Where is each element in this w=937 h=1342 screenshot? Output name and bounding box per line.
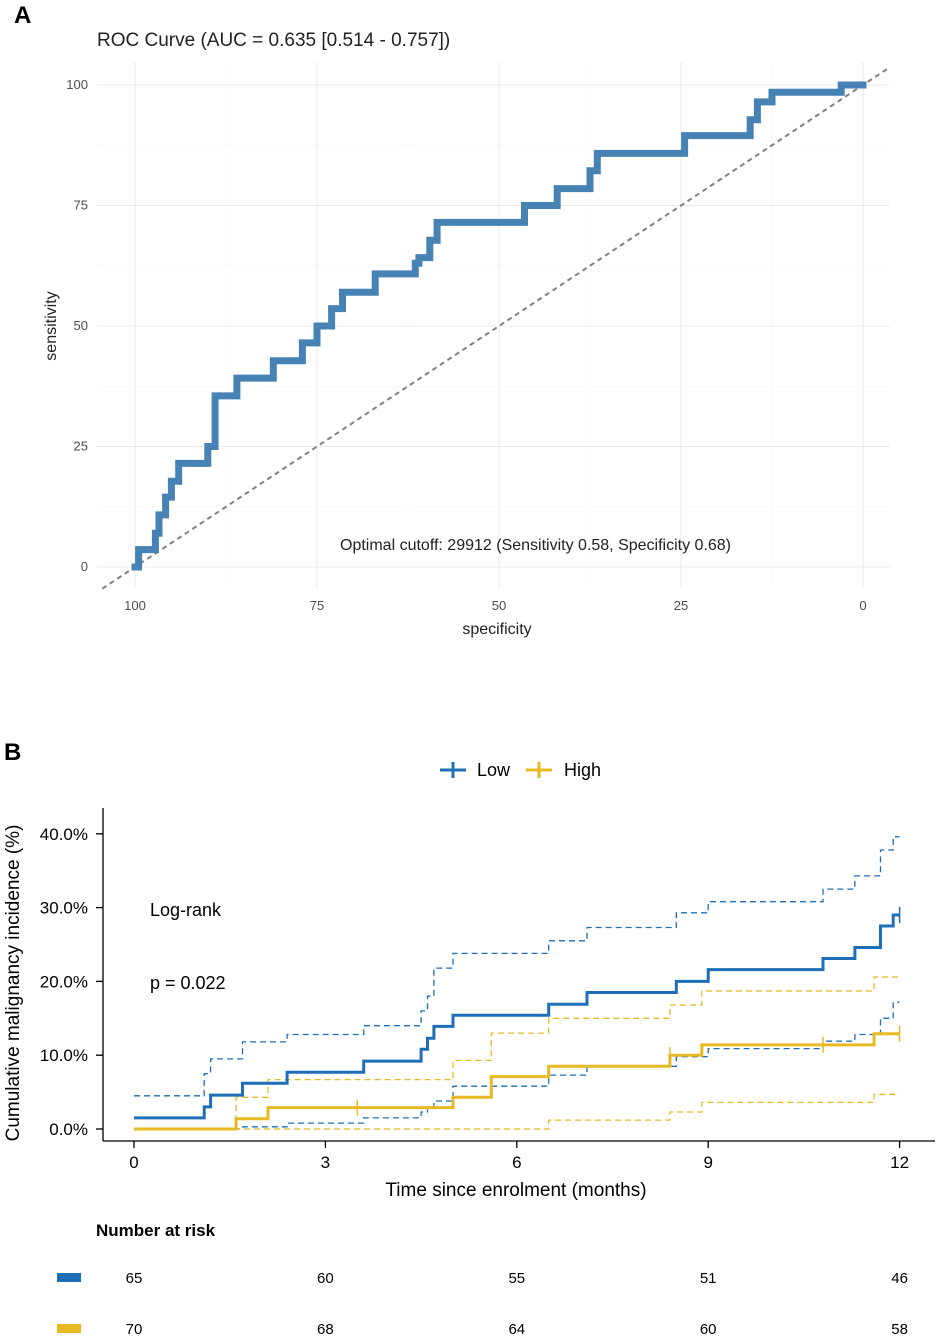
roc-y-tick-label: 75 [74,198,88,213]
roc-diagonal-reference [101,67,890,590]
logrank-pvalue: p = 0.022 [150,973,226,993]
km-x-tick-label: 9 [703,1153,712,1172]
roc-x-tick-label: 50 [492,598,506,613]
roc-x-tick-label: 100 [124,598,146,613]
roc-x-ticks: 100 75 50 25 0 [124,598,866,613]
km-confidence-bands [134,836,900,1130]
roc-y-tick-label: 50 [74,318,88,333]
km-x-tick-label: 12 [890,1153,909,1172]
roc-x-label: specificity [462,621,531,638]
roc-y-label: sensitivity [43,291,60,360]
roc-curve [131,81,867,571]
roc-y-tick-label: 0 [81,559,88,574]
risk-count-low: 65 [126,1270,143,1287]
km-ci-lower-low [134,1001,900,1130]
km-ci-upper-high [134,976,900,1130]
km-y-tick-label: 30.0% [40,899,88,918]
roc-y-tick-label: 100 [66,77,88,92]
km-y-tick-label: 10.0% [40,1046,88,1065]
panel-label-a: A [14,2,31,29]
km-x-label: Time since enrolment (months) [385,1180,646,1201]
roc-grid [97,62,890,588]
risk-count-high: 68 [317,1321,334,1338]
incidence-chart: Low High 0 3 6 9 120.0%10.0%20.0%30.0%40.0% … [3,760,935,1338]
roc-y-ticks: 0 25 50 75 100 [66,77,88,574]
roc-plot-area [97,62,890,588]
roc-chart: ROC Curve (AUC = 0.635 [0.514 - 0.757]) … [43,30,890,638]
km-legend: Low High [440,760,601,780]
km-line-low [134,913,900,1120]
km-ci-lower-high [134,1093,900,1130]
risk-count-low: 55 [508,1270,525,1287]
km-x-tick-label: 3 [321,1153,330,1172]
roc-title: ROC Curve (AUC = 0.635 [0.514 - 0.757]) [97,30,450,51]
km-censor-marks [356,906,901,1116]
risk-row-swatch-high [57,1324,81,1333]
km-ci-upper-low [134,836,900,1097]
legend-low-label: Low [477,760,511,780]
km-y-tick-label: 40.0% [40,825,88,844]
km-line-high [134,1032,900,1131]
roc-y-tick-label: 25 [74,439,88,454]
risk-row-swatch-low [57,1273,81,1282]
roc-lines [101,67,890,590]
risk-table-title: Number at risk [96,1221,216,1240]
legend-high-label: High [564,760,601,780]
risk-count-low: 46 [891,1270,908,1287]
risk-table: 65 60 55 51 46 70 68 64 60 58 [57,1270,908,1338]
roc-x-tick-label: 75 [310,598,324,613]
risk-count-low: 51 [700,1270,717,1287]
roc-x-tick-label: 0 [859,598,866,613]
km-axes: 0 3 6 9 12 0.0% 10.0% 20.0% 30.0% 40.0% [40,808,935,1172]
risk-count-high: 60 [700,1321,717,1338]
risk-count-high: 70 [126,1321,143,1338]
km-y-label: Cumulative malignancy incidence (%) [3,825,24,1142]
km-x-tick-label: 0 [129,1153,138,1172]
km-y-tick-label: 0.0% [49,1120,88,1139]
km-y-tick-label: 20.0% [40,972,88,991]
roc-annotation: Optimal cutoff: 29912 (Sensitivity 0.58,… [340,537,731,554]
km-x-tick-label: 6 [512,1153,521,1172]
panel-label-b: B [4,739,21,766]
roc-x-tick-label: 25 [674,598,688,613]
logrank-label: Log-rank [150,900,222,920]
risk-count-low: 60 [317,1270,334,1287]
risk-count-high: 58 [891,1321,908,1338]
risk-count-high: 64 [508,1321,525,1338]
km-estimate-lines [134,913,900,1131]
